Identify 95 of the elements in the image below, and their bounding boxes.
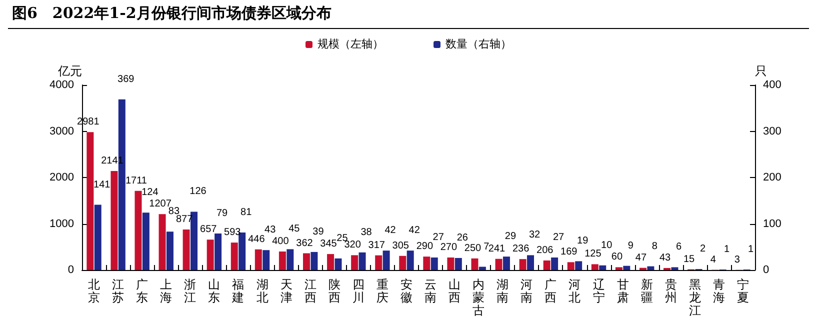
data-label: 27 xyxy=(432,232,444,244)
data-label: 4 xyxy=(710,254,716,266)
data-label: 1 xyxy=(748,244,754,256)
data-label: 320 xyxy=(344,240,362,251)
data-label: 250 xyxy=(464,242,482,254)
y-axis-title: 亿元 xyxy=(57,64,82,78)
y2-tick-label: 100 xyxy=(763,218,782,230)
data-label: 446 xyxy=(248,234,266,245)
data-label: 10 xyxy=(601,240,613,251)
x-tick-label: 广东 xyxy=(136,278,148,304)
data-label: 141 xyxy=(94,179,111,190)
data-label: 38 xyxy=(360,226,372,238)
x-tick-label: 江苏 xyxy=(112,278,124,304)
legend-label: 规模（左轴） xyxy=(318,38,384,50)
data-label: 400 xyxy=(272,236,290,247)
x-tick-label: 内蒙古 xyxy=(472,278,485,318)
data-label: 290 xyxy=(416,241,434,252)
data-label: 43 xyxy=(264,224,276,236)
x-tick-label: 四川 xyxy=(352,278,364,304)
data-label: 305 xyxy=(392,240,410,252)
x-tick-label: 辽宁 xyxy=(592,278,605,304)
data-label: 42 xyxy=(408,225,420,236)
x-tick-label: 河南 xyxy=(520,278,533,304)
data-label: 169 xyxy=(560,246,578,258)
data-label: 29 xyxy=(504,231,516,242)
x-tick-label: 北京 xyxy=(88,278,100,304)
chart-title: 图6 2022年1-2月份银行间市场债券区域分布 xyxy=(12,4,332,23)
x-tick-label: 江西 xyxy=(304,278,316,304)
x-tick-label: 山西 xyxy=(448,278,461,304)
data-label: 124 xyxy=(142,187,159,198)
y2-tick-label: 0 xyxy=(763,264,770,276)
x-tick-label: 陕西 xyxy=(328,278,340,304)
data-label: 270 xyxy=(440,242,458,254)
y2-tick-label: 400 xyxy=(763,79,782,91)
data-label: 9 xyxy=(628,240,634,252)
data-label: 6 xyxy=(676,242,682,253)
legend-label: 数量（右轴） xyxy=(446,38,512,50)
x-tick-label: 宁夏 xyxy=(736,278,749,304)
data-label: 206 xyxy=(536,244,554,256)
x-tick-label: 青海 xyxy=(712,278,725,304)
x-tick-label: 天津 xyxy=(280,278,292,304)
data-label: 79 xyxy=(216,208,228,219)
data-label: 657 xyxy=(200,224,218,236)
data-label: 27 xyxy=(552,232,565,244)
x-tick-label: 河北 xyxy=(568,278,581,304)
data-label: 19 xyxy=(577,236,589,247)
x-tick-label: 甘肃 xyxy=(616,278,629,304)
y2-tick-label: 300 xyxy=(763,125,782,138)
bar xyxy=(86,132,94,270)
y-tick-label: 3000 xyxy=(50,125,74,138)
data-label: 60 xyxy=(611,252,623,263)
data-label: 45 xyxy=(288,224,300,235)
data-label: 7 xyxy=(484,241,490,252)
data-label: 317 xyxy=(368,240,386,251)
x-tick-label: 重庆 xyxy=(376,278,388,304)
data-label: 47 xyxy=(635,252,647,264)
data-label: 369 xyxy=(118,74,135,85)
y-tick-label: 2000 xyxy=(50,172,74,184)
x-tick-label: 上海 xyxy=(160,278,172,304)
data-label: 39 xyxy=(312,226,324,238)
x-tick-label: 湖南 xyxy=(496,278,509,304)
x-tick-label: 云南 xyxy=(424,278,437,304)
x-tick-label: 贵州 xyxy=(664,278,677,304)
data-label: 1 xyxy=(724,244,730,256)
data-label: 236 xyxy=(512,244,530,255)
x-tick-label: 山东 xyxy=(208,278,220,304)
y-tick-label: 1000 xyxy=(50,218,74,230)
data-label: 26 xyxy=(456,232,468,244)
data-label: 32 xyxy=(528,230,541,241)
data-label: 43 xyxy=(659,252,672,264)
data-label: 345 xyxy=(320,238,338,250)
data-label: 125 xyxy=(584,248,602,260)
data-label: 81 xyxy=(240,207,252,218)
data-label: 3 xyxy=(734,254,740,266)
data-label: 2 xyxy=(700,244,706,255)
data-label: 126 xyxy=(190,186,207,198)
x-tick-label: 浙江 xyxy=(184,278,196,304)
x-tick-label: 安徽 xyxy=(400,278,412,304)
x-tick-label: 湖北 xyxy=(256,278,268,304)
y2-tick-label: 200 xyxy=(763,172,782,184)
x-tick-label: 福建 xyxy=(231,278,244,304)
data-label: 362 xyxy=(296,238,314,249)
data-label: 1711 xyxy=(125,175,148,186)
x-tick-label: 广西 xyxy=(544,278,557,304)
data-label: 241 xyxy=(488,243,506,254)
data-label: 42 xyxy=(384,225,396,236)
y-tick-label: 0 xyxy=(68,264,74,276)
data-label: 8 xyxy=(652,240,658,252)
x-tick-label: 新疆 xyxy=(640,278,653,304)
bar xyxy=(471,258,478,270)
data-label: 593 xyxy=(224,227,242,238)
y2-axis-title: 只 xyxy=(755,64,767,78)
x-tick-label: 黑龙江 xyxy=(688,278,701,318)
data-label: 15 xyxy=(684,254,696,265)
y-tick-label: 4000 xyxy=(50,79,74,91)
